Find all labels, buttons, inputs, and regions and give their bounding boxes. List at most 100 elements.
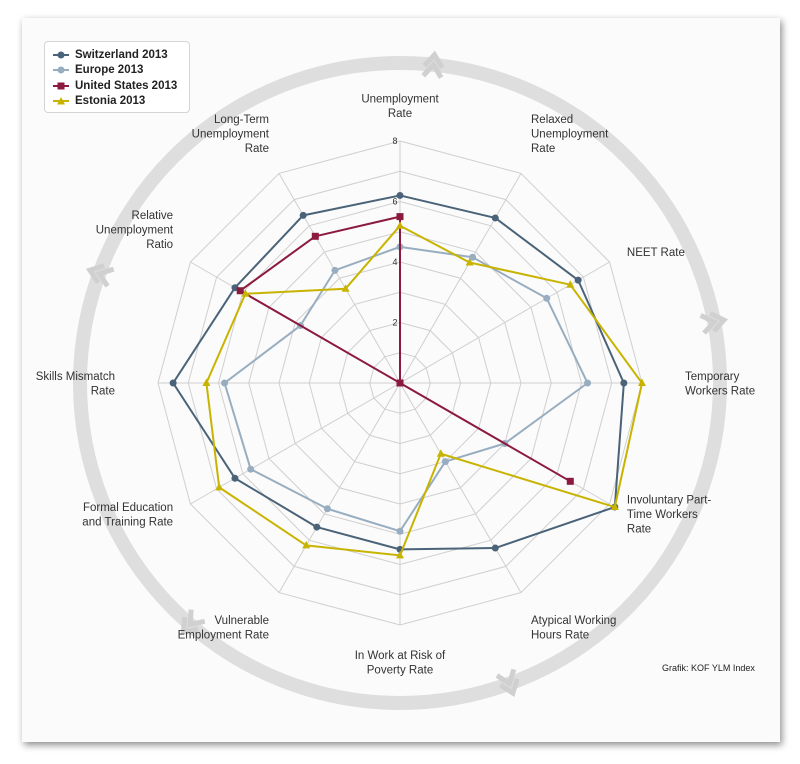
data-point	[436, 449, 445, 457]
data-point	[169, 379, 177, 387]
axis-label: Atypical Working Hours Rate	[531, 615, 616, 642]
axis-label-line: Workers Rate	[685, 385, 755, 397]
data-point	[574, 276, 582, 284]
data-point	[396, 221, 404, 229]
tick-label: 8	[392, 136, 397, 146]
data-point	[396, 379, 404, 387]
axis-label-line: Unemployment	[96, 225, 174, 237]
legend-label: Switzerland 2013	[75, 48, 168, 61]
legend-item-estonia[interactable]: Estonia 2013	[53, 94, 189, 110]
axis-label: Long-Term Unemployment Rate	[192, 114, 270, 155]
axis-label: Unemployment Rate	[361, 94, 439, 121]
tick-label: 4	[392, 257, 397, 267]
data-point	[331, 266, 339, 274]
ring-arrow-chevron	[180, 616, 199, 636]
axis-label-line: and Training Rate	[82, 516, 173, 528]
axis-label-line: Unemployment	[192, 129, 270, 141]
axis-label: Temporary Workers Rate	[685, 371, 755, 398]
axis-label: In Work at Risk of Poverty Rate	[355, 650, 446, 677]
data-point	[638, 378, 646, 386]
series-europe-2013	[221, 243, 592, 535]
axis-labels: Unemployment Rate Relaxed Unemployment Rate N…	[36, 94, 755, 677]
decorative-cycle-ring	[73, 50, 729, 710]
data-point	[441, 458, 449, 466]
data-point	[584, 379, 592, 387]
axis-label-line: Time Workers	[627, 509, 698, 521]
data-point	[241, 289, 250, 297]
ring-arrow-icon	[421, 50, 445, 79]
ring-arrow-icon	[85, 263, 115, 288]
data-point	[302, 540, 311, 549]
legend-marker-triangle-icon	[53, 97, 69, 105]
axis-label-line: Involuntary Part-	[627, 495, 712, 507]
ring-arrow-chevron	[85, 263, 105, 285]
data-point	[396, 527, 404, 535]
data-point	[610, 502, 619, 511]
data-point	[491, 544, 499, 552]
axis-label-line: In Work at Risk of	[355, 650, 446, 662]
axis-label-line: NEET Rate	[627, 247, 685, 259]
data-point	[543, 294, 551, 302]
axis-label: Formal Education and Training Rate	[82, 502, 173, 529]
data-point	[469, 253, 477, 261]
axis-label: Involuntary Part- Time Workers Rate	[627, 495, 712, 536]
data-point	[313, 523, 321, 531]
data-point	[566, 477, 574, 485]
ring-arrow-chevron	[709, 311, 729, 333]
axis-label-line: Ratio	[146, 239, 173, 251]
data-point	[341, 284, 350, 292]
radial-tick-labels: 2 4 6 8	[392, 136, 397, 328]
series-line	[223, 245, 589, 533]
ring-arrow-icon	[699, 311, 729, 335]
data-point	[396, 213, 404, 221]
grid-spoke	[399, 173, 522, 384]
data-point	[299, 211, 307, 219]
legend-label: Estonia 2013	[75, 95, 146, 108]
data-point	[396, 550, 404, 559]
ring-arrow-chevron	[187, 609, 206, 628]
axis-label-line: Rate	[245, 143, 269, 155]
legend-item-united-states[interactable]: United States 2013	[53, 78, 189, 94]
legend-label: Europe 2013	[75, 64, 144, 77]
axis-label: Vulnerable Employment Rate	[178, 615, 269, 642]
data-point	[566, 280, 575, 288]
grid-spoke	[278, 173, 401, 384]
axis-label-line: Relaxed	[531, 114, 573, 126]
axis-label-line: Atypical Working	[531, 615, 616, 627]
legend-marker-circle-icon	[53, 51, 69, 59]
data-point	[311, 232, 319, 240]
data-point	[236, 287, 244, 295]
data-point	[247, 465, 255, 473]
axis-label-line: Temporary	[685, 371, 740, 383]
ring-arrow-icon	[180, 609, 206, 636]
axis-label-line: Unemployment	[361, 94, 439, 106]
data-point	[221, 379, 229, 387]
legend-item-switzerland[interactable]: Switzerland 2013	[53, 47, 189, 63]
axis-label-line: Unemployment	[531, 129, 609, 141]
axis-label-line: Hours Rate	[531, 629, 589, 641]
ring-arrow-chevron	[95, 266, 115, 288]
axis-label-line: Relative	[132, 210, 174, 222]
grid-spoke	[399, 261, 610, 384]
axis-label-line: Rate	[388, 108, 412, 120]
data-point	[620, 379, 628, 387]
axis-label-line: Rate	[531, 143, 555, 155]
legend-label: United States 2013	[75, 79, 178, 92]
data-point	[491, 214, 499, 222]
legend-marker-circle-icon	[53, 66, 69, 74]
legend-marker-square-icon	[53, 82, 69, 90]
data-series	[169, 191, 646, 559]
axis-label-line: Employment Rate	[178, 629, 269, 641]
legend-item-europe[interactable]: Europe 2013	[53, 63, 189, 79]
series-estonia-2013	[202, 221, 646, 559]
data-point	[202, 378, 211, 386]
data-point	[323, 505, 331, 513]
axis-label-line: Rate	[627, 524, 651, 536]
cycle-ring	[73, 56, 727, 710]
grid-spoke	[399, 382, 522, 593]
ring-arrow-icon	[495, 668, 520, 698]
legend: Switzerland 2013 Europe 2013 United Stat…	[44, 41, 190, 113]
ring-arrow-chevron	[495, 668, 517, 688]
grid-spoke	[190, 382, 401, 505]
